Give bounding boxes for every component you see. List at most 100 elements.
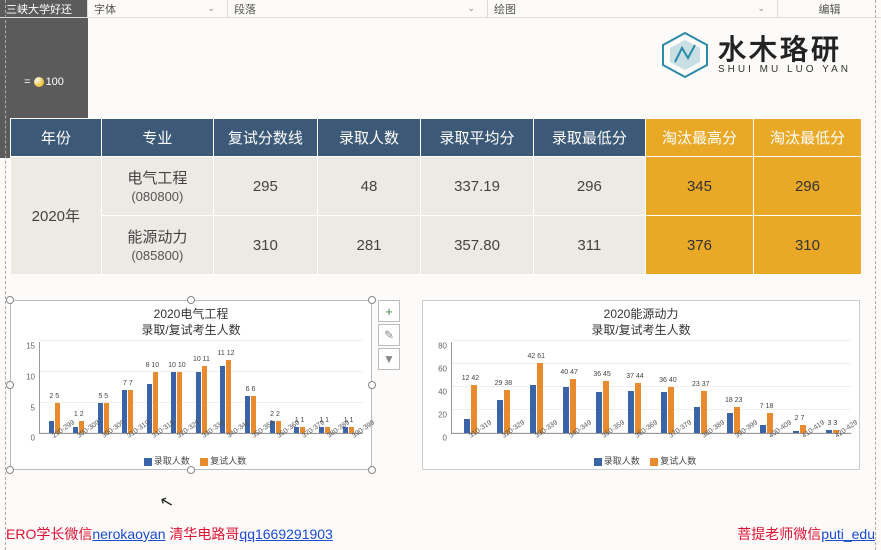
footer-text: ERO学长微信 xyxy=(6,526,92,542)
ribbon-bar: 三峡大学好还 字体 ⌄ 段落 ⌄ 绘图 ⌄ 编辑 xyxy=(0,0,881,18)
legend-label: 录取人数 xyxy=(604,456,640,466)
ribbon-tab-title[interactable]: 三峡大学好还 xyxy=(0,0,88,17)
th-outlo: 淘汰最低分 xyxy=(753,119,861,157)
ribbon-edit-label: 编辑 xyxy=(819,1,841,17)
admission-table: 年份 专业 复试分数线 录取人数 录取平均分 录取最低分 淘汰最高分 淘汰最低分… xyxy=(10,118,862,275)
x-axis: 310-319320-329330-339340-349350-359360-3… xyxy=(451,434,851,452)
footer-contacts: ERO学长微信nerokaoyan 清华电路哥qq1669291903 菩提老师… xyxy=(6,524,875,544)
cell-num: 48 xyxy=(317,157,421,216)
legend-label: 复试人数 xyxy=(210,456,246,466)
major-name: 电气工程 xyxy=(127,170,187,187)
ribbon-group-paragraph[interactable]: 段落 ⌄ xyxy=(228,0,488,17)
cell-outhi: 345 xyxy=(645,157,753,216)
chart-title: 2020电气工程 录取/复试考生人数 xyxy=(17,307,365,338)
wechat-link[interactable]: nerokaoyan xyxy=(92,526,165,542)
th-year: 年份 xyxy=(11,119,102,157)
legend-label: 复试人数 xyxy=(660,456,696,466)
legend-swatch xyxy=(200,458,208,466)
wechat-link-2[interactable]: puti_edu xyxy=(821,526,875,542)
charts-container: 2020电气工程 录取/复试考生人数 051015 2 51 25 57 78 … xyxy=(10,300,871,470)
margin-guide-right xyxy=(875,0,876,550)
slide-timing-1[interactable]: = 100 xyxy=(0,72,88,92)
chart-plot-area: 020406080 12 4229 3842 6140 4736 4537 44… xyxy=(429,342,853,452)
major-code: (085800) xyxy=(131,248,183,263)
footer-left: ERO学长微信nerokaoyan 清华电路哥qq1669291903 xyxy=(6,524,333,544)
resize-handle[interactable] xyxy=(6,466,14,474)
logo-text-cn: 水木珞研 xyxy=(718,36,851,64)
chart-brush-button[interactable]: ✎ xyxy=(378,324,400,346)
cell-line: 310 xyxy=(214,216,318,275)
legend-swatch xyxy=(144,458,152,466)
logo-text-en: SHUI MU LUO YAN xyxy=(718,64,851,75)
cell-outhi: 376 xyxy=(645,216,753,275)
cell-num: 281 xyxy=(317,216,421,275)
brand-logo: 水木珞研 SHUI MU LUO YAN xyxy=(660,30,851,80)
ribbon-para-label: 段落 xyxy=(234,1,256,17)
resize-handle[interactable] xyxy=(187,466,195,474)
resize-handle[interactable] xyxy=(187,296,195,304)
star-icon xyxy=(34,77,44,87)
chart-title-l2: 录取/复试考生人数 xyxy=(591,323,690,337)
cell-min: 296 xyxy=(533,157,645,216)
bars: 2 51 25 57 78 1010 1010 1111 126 62 21 1… xyxy=(40,342,363,433)
cell-year: 2020年 xyxy=(11,157,102,275)
chart-filter-button[interactable]: ▼ xyxy=(378,348,400,370)
cell-major: 电气工程 (080800) xyxy=(101,157,213,216)
legend-swatch xyxy=(650,458,658,466)
th-major: 专业 xyxy=(101,119,213,157)
table-header-row: 年份 专业 复试分数线 录取人数 录取平均分 录取最低分 淘汰最高分 淘汰最低分 xyxy=(11,119,862,157)
table-row: 能源动力 (085800) 310 281 357.80 311 376 310 xyxy=(11,216,862,275)
expand-icon[interactable]: ⌄ xyxy=(467,3,481,14)
y-axis: 020406080 xyxy=(429,342,449,434)
major-name: 能源动力 xyxy=(127,229,187,246)
cell-line: 295 xyxy=(214,157,318,216)
chart-title-l1: 2020能源动力 xyxy=(604,307,679,321)
legend-swatch xyxy=(594,458,602,466)
cell-avg: 357.80 xyxy=(421,216,533,275)
th-min: 录取最低分 xyxy=(533,119,645,157)
chart-add-button[interactable]: + xyxy=(378,300,400,322)
expand-icon[interactable]: ⌄ xyxy=(207,3,221,14)
y-axis: 051015 xyxy=(17,342,37,434)
th-outhi: 淘汰最高分 xyxy=(645,119,753,157)
ribbon-draw-label: 绘图 xyxy=(494,1,516,17)
th-line: 复试分数线 xyxy=(214,119,318,157)
timing-value-1: 100 xyxy=(46,76,64,88)
qq-link[interactable]: qq1669291903 xyxy=(239,526,332,542)
ribbon-font-label: 字体 xyxy=(94,1,116,17)
logo-icon xyxy=(660,30,710,80)
chart-title-l1: 2020电气工程 xyxy=(154,307,229,321)
expand-icon[interactable]: ⌄ xyxy=(757,3,771,14)
chart-plot-area: 051015 2 51 25 57 78 1010 1010 1111 126 … xyxy=(17,342,365,452)
ribbon-group-edit[interactable]: 编辑 xyxy=(778,0,881,17)
ribbon-group-font[interactable]: 字体 ⌄ xyxy=(88,0,228,17)
bars: 12 4229 3842 6140 4736 4537 4436 4023 37… xyxy=(452,342,851,433)
chart-title-l2: 录取/复试考生人数 xyxy=(141,323,240,337)
cell-avg: 337.19 xyxy=(421,157,533,216)
th-num: 录取人数 xyxy=(317,119,421,157)
legend-label: 录取人数 xyxy=(154,456,190,466)
th-avg: 录取平均分 xyxy=(421,119,533,157)
ribbon-group-draw[interactable]: 绘图 ⌄ xyxy=(488,0,778,17)
cell-major: 能源动力 (085800) xyxy=(101,216,213,275)
resize-handle[interactable] xyxy=(368,466,376,474)
footer-text: 清华电路哥 xyxy=(169,526,239,542)
major-code: (080800) xyxy=(131,189,183,204)
table-row: 2020年 电气工程 (080800) 295 48 337.19 296 34… xyxy=(11,157,862,216)
resize-handle[interactable] xyxy=(368,381,376,389)
footer-right: 菩提老师微信puti_edu xyxy=(737,524,875,544)
chart-legend: 录取人数 复试人数 xyxy=(429,454,853,467)
resize-handle[interactable] xyxy=(6,296,14,304)
chart-tools: + ✎ ▼ xyxy=(378,300,400,372)
plot: 12 4229 3842 6140 4736 4537 4436 4023 37… xyxy=(451,342,851,434)
cell-outlo: 296 xyxy=(753,157,861,216)
chart-title: 2020能源动力 录取/复试考生人数 xyxy=(429,307,853,338)
x-axis: 290-299300-309300-309310-319310-319320-3… xyxy=(39,434,363,452)
plot: 2 51 25 57 78 1010 1010 1111 126 62 21 1… xyxy=(39,342,363,434)
cursor-icon: ↖ xyxy=(158,491,176,514)
footer-text: 菩提老师微信 xyxy=(737,526,821,542)
resize-handle[interactable] xyxy=(368,296,376,304)
chart-energy[interactable]: 2020能源动力 录取/复试考生人数 020406080 12 4229 384… xyxy=(422,300,860,470)
resize-handle[interactable] xyxy=(6,381,14,389)
chart-ee[interactable]: 2020电气工程 录取/复试考生人数 051015 2 51 25 57 78 … xyxy=(10,300,372,470)
